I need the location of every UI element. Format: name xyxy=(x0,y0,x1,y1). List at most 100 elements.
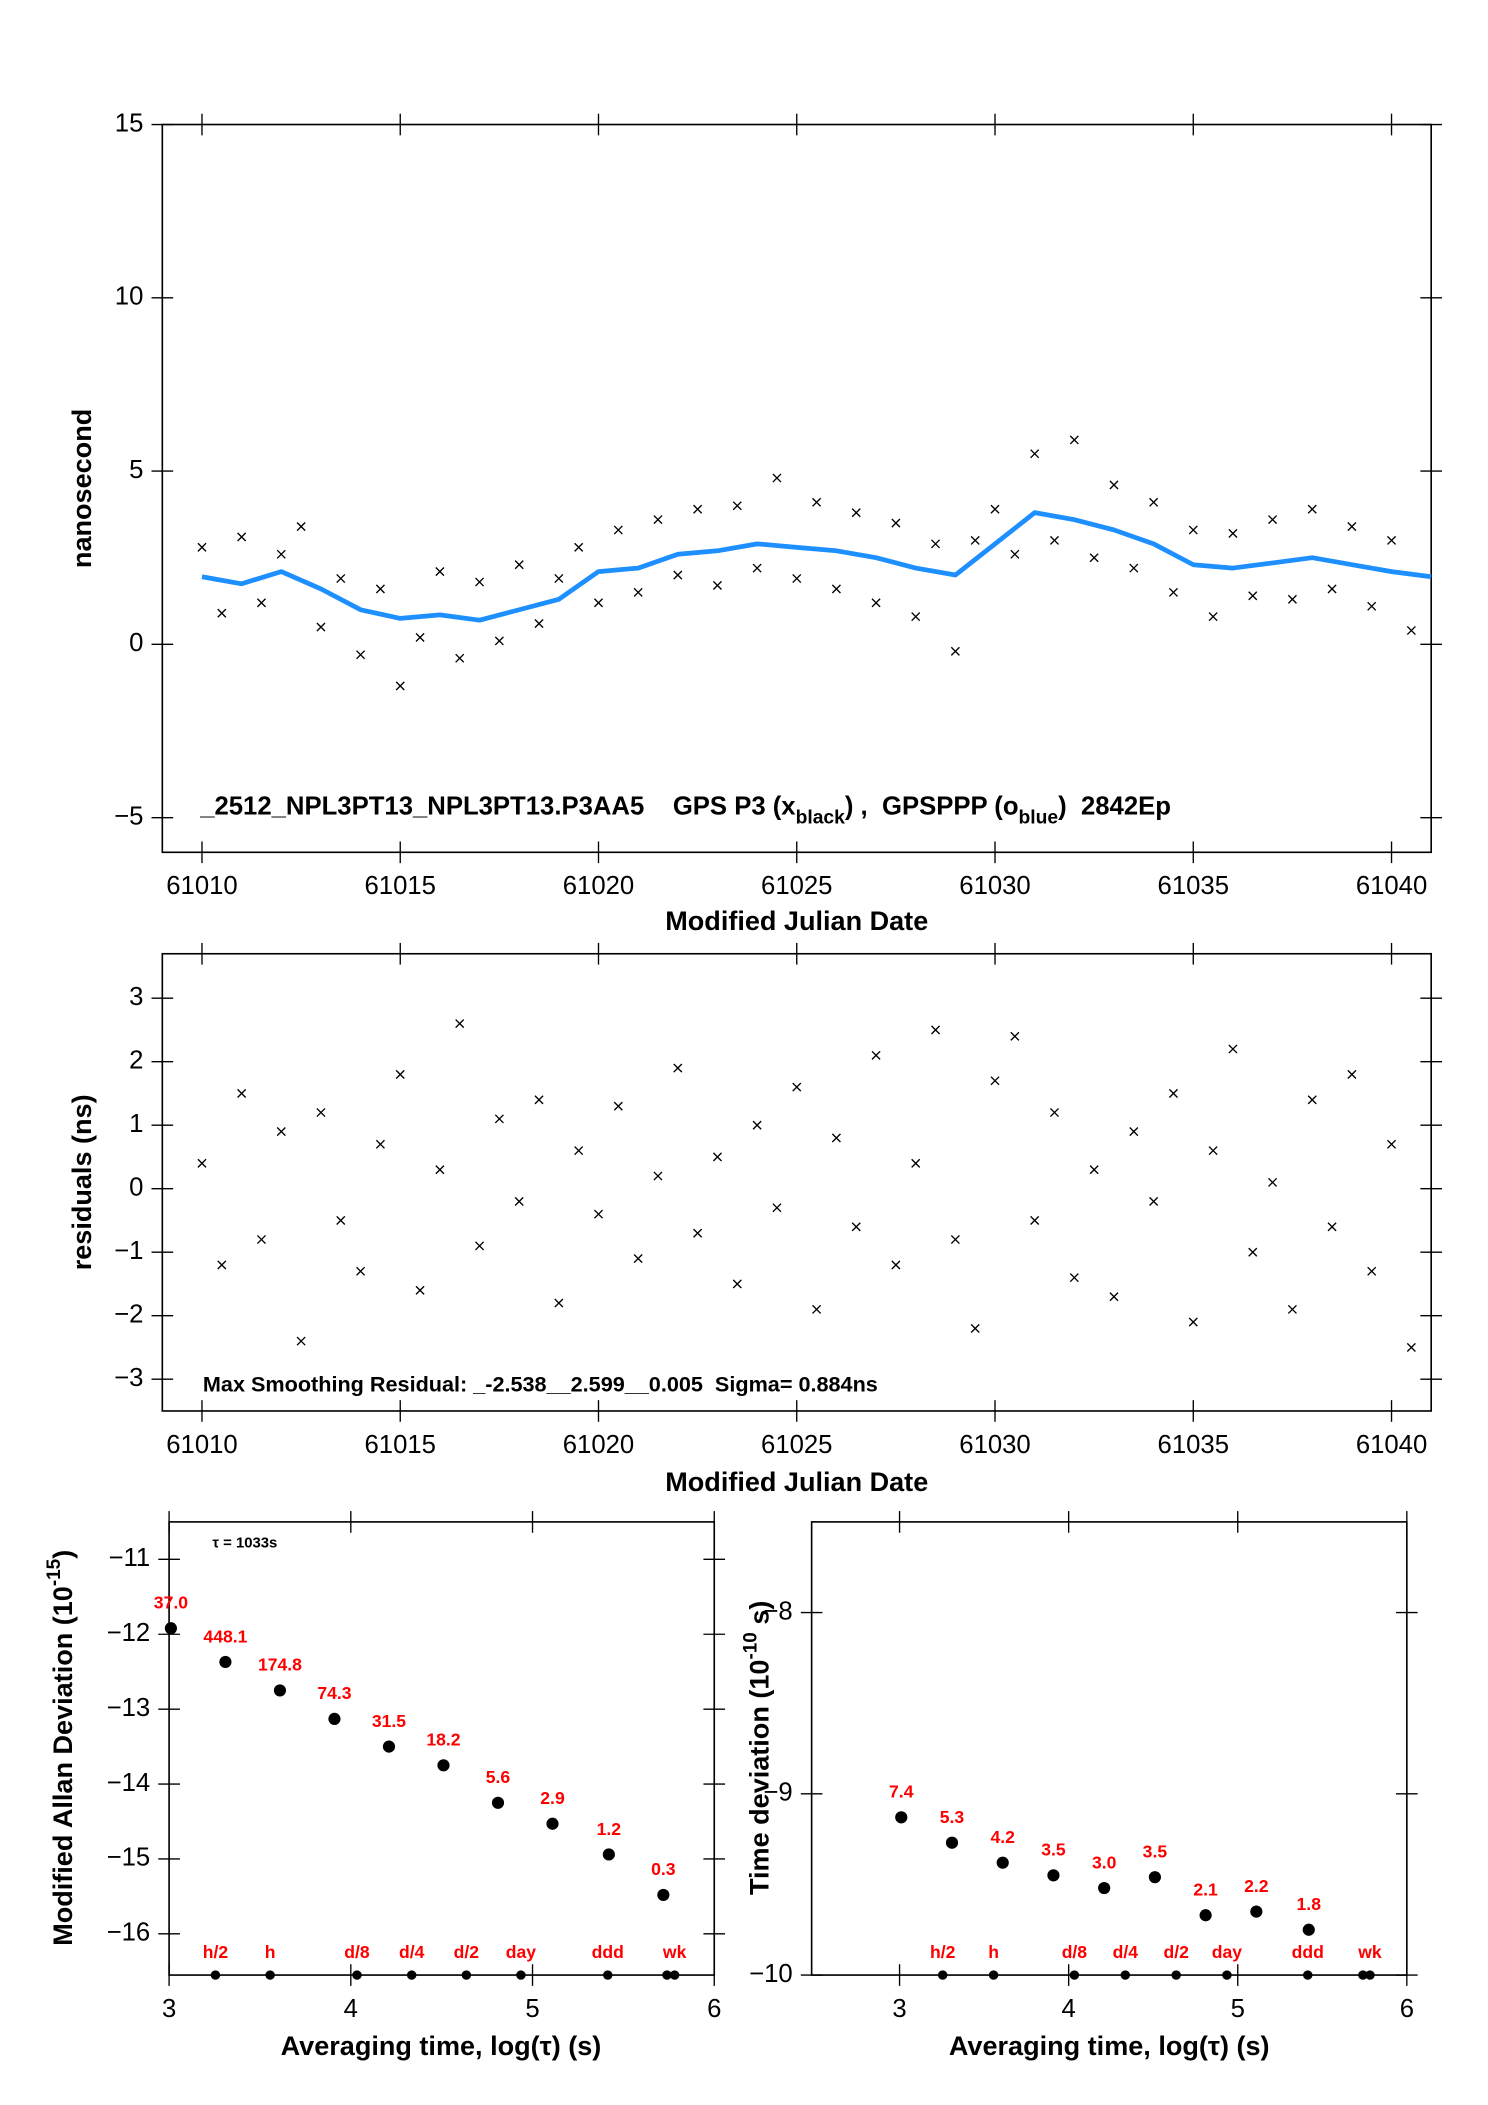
annotation-part: ) 2842Ep xyxy=(1058,792,1171,820)
time-marker xyxy=(603,1970,613,1980)
y-axis-title: Modified Allan Deviation (10-15) xyxy=(43,1550,78,1946)
time-marker xyxy=(937,1970,948,1980)
time-marker xyxy=(516,1970,526,1980)
x-point xyxy=(336,1215,346,1226)
time-marker xyxy=(1171,1970,1181,1980)
y-tick-label: −14 xyxy=(107,1769,151,1797)
x-point xyxy=(1406,625,1416,636)
x-point xyxy=(693,1228,703,1238)
y-tick-label: −10 xyxy=(749,1960,793,1988)
x-tick-label: 61015 xyxy=(365,1431,436,1459)
y-tick-label: 0 xyxy=(129,1173,143,1201)
y-tick-label: −11 xyxy=(108,1544,150,1572)
y-tick-label: −12 xyxy=(107,1619,151,1647)
time-marker-label: h/2 xyxy=(203,1942,229,1962)
point-label: 174.8 xyxy=(258,1655,302,1675)
x-point xyxy=(1010,1031,1020,1041)
time-marker xyxy=(406,1970,417,1980)
x-point xyxy=(772,1203,782,1213)
x-tick-label: 3 xyxy=(892,1995,906,2023)
x-point xyxy=(931,1025,941,1035)
time-marker xyxy=(265,1970,275,1980)
x-point xyxy=(1168,1088,1178,1098)
x-point xyxy=(375,1139,385,1149)
x-tick-label: 61025 xyxy=(761,872,832,900)
x-point xyxy=(1168,587,1178,597)
annotation-part: Max Smoothing Residual: _-2.538__2.599__… xyxy=(203,1371,878,1396)
x-point xyxy=(534,1095,544,1105)
x-point xyxy=(1307,504,1317,514)
y-tick-label: −5 xyxy=(114,802,143,830)
point-label: 1.8 xyxy=(1297,1894,1322,1914)
x-tick-label: 61015 xyxy=(365,872,436,900)
x-point xyxy=(276,549,286,559)
x-point xyxy=(514,560,524,570)
time-marker xyxy=(1120,1970,1131,1980)
x-point xyxy=(256,598,266,608)
x-point xyxy=(970,535,980,545)
time-marker-label: d/4 xyxy=(399,1942,425,1962)
x-tick-label: 5 xyxy=(525,1995,539,2023)
y-tick-label: 2 xyxy=(129,1046,143,1074)
annotation-part: _2512_NPL3PT13_NPL3PT13.P3AA5 GPS P3 (x xyxy=(199,792,796,820)
x-point xyxy=(475,1241,485,1251)
y-tick-label: −9 xyxy=(763,1779,792,1807)
x-point xyxy=(1327,1222,1337,1232)
x-point xyxy=(911,612,921,622)
y-axis-title-part: -15 xyxy=(43,1559,64,1586)
x-tick-label: 61030 xyxy=(959,1431,1030,1459)
time-marker-label: d/2 xyxy=(454,1942,480,1962)
x-tick-label: 61025 xyxy=(761,1431,832,1459)
x-point xyxy=(1208,1146,1218,1156)
x-point xyxy=(1367,601,1377,611)
x-point xyxy=(1268,1177,1278,1187)
time-marker-label: wk xyxy=(1357,1942,1382,1962)
plot-frame xyxy=(168,1521,716,1976)
y-axis-title: residuals (ns) xyxy=(67,1094,97,1270)
x-point xyxy=(871,598,881,608)
x-point xyxy=(1129,563,1139,573)
dot-point xyxy=(382,1740,396,1753)
time-marker-label: day xyxy=(506,1942,537,1962)
x-point xyxy=(1248,591,1258,601)
x-point xyxy=(534,619,544,629)
x-point xyxy=(197,542,207,552)
point-label: 448.1 xyxy=(203,1626,247,1646)
time-marker-label: d/4 xyxy=(1113,1942,1139,1962)
x-point xyxy=(752,563,762,573)
x-point xyxy=(237,1088,247,1098)
time-marker xyxy=(988,1970,999,1980)
time-marker xyxy=(210,1970,221,1980)
x-tick-label: 3 xyxy=(162,1995,176,2023)
point-label: 7.4 xyxy=(889,1782,914,1802)
x-point xyxy=(1327,584,1337,594)
point-label: 0.3 xyxy=(651,1859,676,1879)
x-point xyxy=(871,1050,881,1060)
x-point xyxy=(197,1158,207,1168)
dot-point xyxy=(657,1888,670,1902)
x-axis-title: Averaging time, log(τ) (s) xyxy=(281,2031,602,2061)
y-tick-label: 1 xyxy=(129,1110,143,1138)
x-point xyxy=(613,1101,623,1111)
time-marker xyxy=(461,1970,472,1980)
x-point xyxy=(574,542,584,552)
annotation-part: black xyxy=(796,807,846,828)
x-point xyxy=(1228,1044,1238,1054)
x-point xyxy=(673,570,683,580)
dot-point xyxy=(1148,1871,1161,1884)
x-point xyxy=(296,1336,306,1346)
x-axis-title: Averaging time, log(τ) (s) xyxy=(949,2031,1270,2061)
dot-point xyxy=(1250,1905,1263,1918)
point-label: 2.2 xyxy=(1244,1876,1269,1896)
x-point xyxy=(574,1146,584,1156)
dot-point xyxy=(164,1622,177,1635)
x-point xyxy=(276,1127,286,1137)
x-tick-label: 6 xyxy=(1400,1995,1414,2023)
annotation: Max Smoothing Residual: _-2.538__2.599__… xyxy=(203,1371,878,1396)
x-point xyxy=(455,653,465,663)
x-tick-label: 5 xyxy=(1231,1995,1245,2023)
x-point xyxy=(1030,449,1040,459)
x-tick-label: 61035 xyxy=(1158,1431,1229,1459)
